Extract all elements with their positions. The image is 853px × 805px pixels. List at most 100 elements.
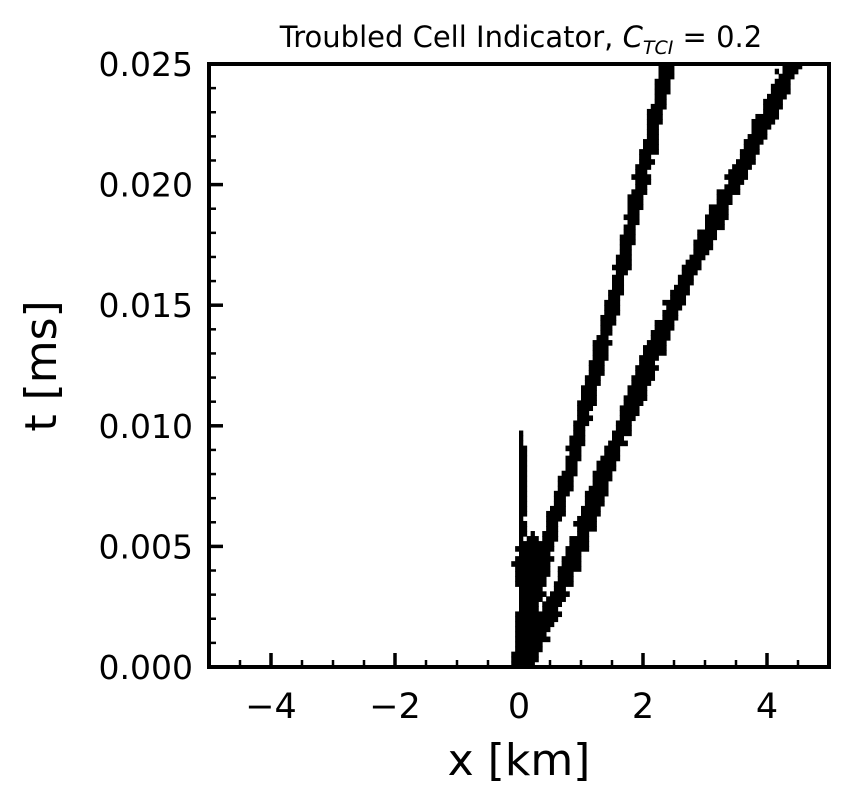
troubled-cell <box>546 596 566 602</box>
troubled-cell <box>519 601 539 608</box>
troubled-cell <box>592 345 609 351</box>
troubled-cell <box>581 385 597 391</box>
troubled-cell <box>646 118 663 125</box>
troubled-cell <box>670 294 687 301</box>
troubled-cell <box>612 430 632 437</box>
troubled-cell <box>705 224 725 231</box>
troubled-cell <box>592 470 613 477</box>
troubled-cell <box>519 606 539 613</box>
troubled-cell <box>515 556 555 562</box>
troubled-cell <box>557 485 574 492</box>
troubled-cell <box>542 601 563 608</box>
troubled-cell <box>662 299 687 306</box>
chart-title-subscript: TCI <box>643 37 674 59</box>
troubled-cell <box>635 370 656 376</box>
troubled-cell <box>515 576 547 582</box>
troubled-cell <box>627 390 648 396</box>
troubled-cell <box>577 405 594 412</box>
troubled-cell <box>530 531 535 537</box>
troubled-cell <box>557 571 574 577</box>
troubled-cell <box>515 636 551 643</box>
troubled-cell <box>608 289 625 296</box>
x-tick-label: −4 <box>245 687 297 727</box>
troubled-cell <box>612 274 625 281</box>
troubled-cell <box>685 259 702 266</box>
chart-title-main: Troubled Cell Indicator, <box>279 20 623 54</box>
troubled-cell <box>782 63 803 70</box>
troubled-cell <box>623 224 636 231</box>
troubled-cell <box>658 63 675 70</box>
troubled-cell <box>635 164 652 170</box>
troubled-cell <box>577 531 590 537</box>
troubled-cell <box>573 430 586 437</box>
troubled-cell <box>577 515 597 522</box>
troubled-cell <box>763 108 780 115</box>
y-axis-label: t [ms] <box>16 300 67 431</box>
troubled-cell <box>519 596 543 602</box>
troubled-cell <box>546 510 566 517</box>
troubled-cell <box>770 88 791 95</box>
troubled-cell <box>705 219 725 226</box>
troubled-cell <box>592 480 609 487</box>
troubled-cell <box>658 73 675 80</box>
troubled-cell <box>577 410 590 417</box>
troubled-cell <box>584 495 605 502</box>
chart-title-symbol: C <box>623 20 644 54</box>
troubled-cell <box>643 139 659 145</box>
troubled-cell <box>600 455 621 462</box>
troubled-cell <box>615 254 632 261</box>
troubled-cell <box>763 103 783 110</box>
troubled-cell <box>546 526 559 532</box>
troubled-cell <box>519 586 543 592</box>
troubled-cell <box>631 189 648 195</box>
troubled-cell <box>627 385 648 391</box>
troubled-cell <box>658 68 675 75</box>
troubled-cell <box>654 78 671 85</box>
troubled-cell <box>565 551 582 557</box>
troubled-cell <box>519 490 528 497</box>
troubled-cell <box>619 249 632 256</box>
troubled-cell <box>646 129 659 135</box>
troubled-cell <box>515 641 543 648</box>
troubled-cell <box>573 520 597 527</box>
troubled-cell <box>763 98 783 105</box>
troubled-cell <box>569 450 582 457</box>
troubled-cell <box>697 229 718 236</box>
troubled-cell <box>526 536 539 542</box>
troubled-cell <box>654 83 671 90</box>
troubled-cell <box>553 500 566 507</box>
troubled-cell <box>511 661 535 668</box>
troubled-cell <box>604 309 621 316</box>
troubled-cell <box>631 174 652 180</box>
troubled-cell <box>515 566 551 572</box>
troubled-cell <box>743 139 764 145</box>
troubled-cell <box>612 435 625 442</box>
chart-title-value: = 0.2 <box>673 20 762 54</box>
troubled-cell <box>646 113 663 120</box>
troubled-cell <box>643 144 659 150</box>
troubled-cell <box>565 546 590 552</box>
troubled-cell <box>635 169 648 175</box>
troubled-cell <box>565 445 582 452</box>
troubled-cell <box>600 314 617 321</box>
troubled-cell <box>581 390 597 396</box>
troubled-cell <box>705 214 729 221</box>
troubled-cell <box>708 209 729 216</box>
troubled-cell <box>631 375 656 381</box>
troubled-cell <box>519 541 555 547</box>
troubled-cell <box>635 179 652 185</box>
troubled-cell <box>732 164 752 170</box>
troubled-cell <box>515 626 551 633</box>
troubled-cell <box>519 470 528 477</box>
troubled-cell <box>615 259 632 266</box>
troubled-cell <box>542 536 559 542</box>
troubled-cell <box>724 174 749 180</box>
troubled-cell <box>627 199 644 205</box>
troubled-cell <box>770 83 791 90</box>
troubled-cell <box>681 264 702 271</box>
troubled-cell <box>515 631 547 638</box>
troubled-cell <box>569 440 586 447</box>
troubled-cell <box>565 455 582 462</box>
